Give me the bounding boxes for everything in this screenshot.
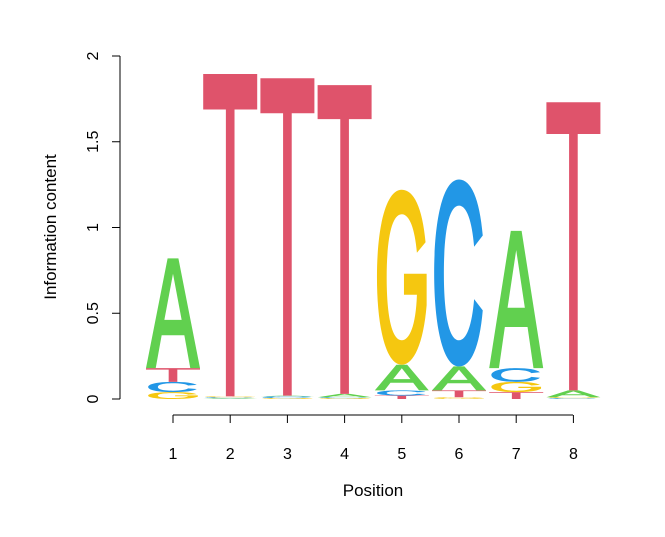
- y-tick-label: 2: [85, 51, 102, 60]
- logo-column-3: [260, 78, 315, 399]
- logo-column-4: [317, 85, 372, 399]
- letter-A-glyph: [203, 398, 258, 399]
- letter-T-glyph: [146, 368, 200, 382]
- x-tick-label: 4: [340, 446, 349, 463]
- letter-T-glyph: [546, 102, 601, 391]
- letter-A-glyph: [432, 366, 486, 391]
- letter-G-glyph: [205, 396, 256, 398]
- y-tick-label: 0.5: [85, 302, 102, 324]
- letter-A-glyph: [374, 364, 429, 391]
- letter-C-glyph: [262, 396, 312, 399]
- y-tick-label: 1: [85, 223, 102, 232]
- y-tick-label: 1.5: [85, 131, 102, 153]
- letter-C-glyph: [319, 397, 369, 399]
- letter-C-glyph: [548, 398, 598, 399]
- letter-A-glyph: [260, 395, 315, 397]
- letter-C-glyph: [491, 368, 540, 382]
- letter-C-glyph: [148, 381, 197, 393]
- logo-column-1: [146, 258, 200, 400]
- letter-A-glyph: [317, 393, 372, 398]
- y-tick-label: 0: [85, 394, 102, 403]
- logo-column-6: [432, 179, 486, 399]
- logo-column-5: [374, 189, 429, 399]
- x-tick-label: 8: [569, 446, 578, 463]
- letter-A-glyph: [146, 258, 200, 369]
- letter-G-glyph: [319, 398, 370, 399]
- letter-C-glyph: [434, 179, 483, 367]
- letter-G-glyph: [262, 398, 313, 399]
- y-axis: 0 0.5 1 1.5 2: [85, 51, 121, 403]
- logo-column-8: [546, 102, 601, 399]
- x-tick-label: 2: [226, 446, 235, 463]
- x-tick-label: 6: [455, 446, 464, 463]
- logo-column-2: [203, 74, 258, 399]
- y-axis-title: Information content: [41, 154, 60, 300]
- letter-C-glyph: [205, 397, 254, 399]
- letter-A-glyph: [546, 390, 601, 398]
- x-tick-label: 7: [512, 446, 521, 463]
- letter-T-glyph: [489, 392, 544, 400]
- letter-T-glyph: [203, 74, 258, 397]
- x-tick-label: 5: [397, 446, 406, 463]
- letter-stacks: [146, 74, 601, 400]
- letter-G-glyph: [148, 392, 198, 400]
- x-tick-label: 3: [283, 446, 292, 463]
- x-tick-label: 1: [169, 446, 178, 463]
- logo-column-7: [489, 230, 544, 400]
- letter-T-glyph: [260, 78, 315, 396]
- letter-T-glyph: [374, 395, 429, 399]
- letter-A-glyph: [489, 230, 544, 369]
- letter-G-glyph: [548, 397, 599, 399]
- x-axis: 1 2 3 4 5 6 7 8: [169, 414, 578, 463]
- letter-G-glyph: [376, 189, 427, 365]
- letter-G-glyph: [491, 381, 542, 393]
- x-axis-title: Position: [343, 481, 403, 500]
- letter-C-glyph: [376, 390, 426, 396]
- letter-T-glyph: [317, 85, 372, 394]
- letter-G-glyph: [434, 397, 484, 399]
- letter-T-glyph: [432, 390, 486, 398]
